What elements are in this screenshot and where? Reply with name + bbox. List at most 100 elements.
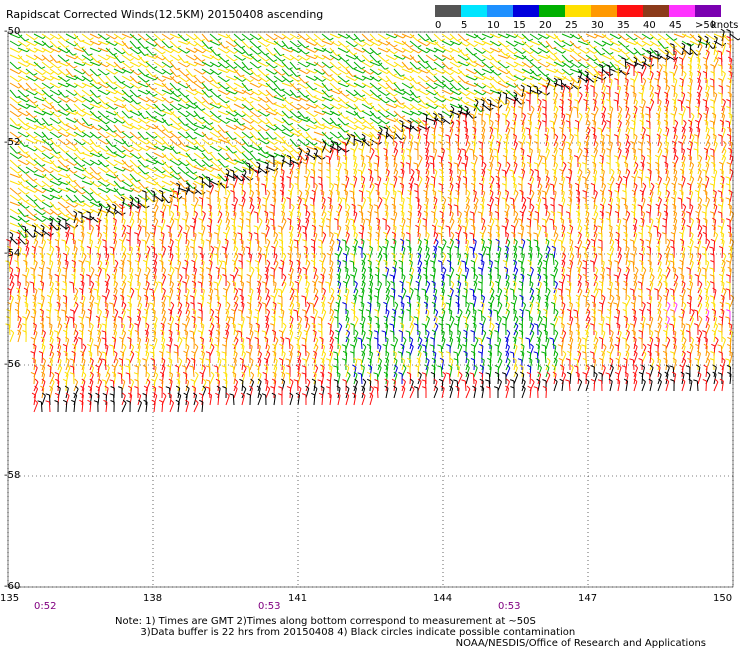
- wind-barb: [489, 75, 498, 84]
- wind-barb: [9, 110, 19, 118]
- wind-barb: [496, 128, 499, 140]
- wind-barb: [65, 96, 75, 103]
- wind-barb: [41, 40, 50, 48]
- wind-barb-flag: [474, 34, 479, 39]
- wind-barb: [73, 68, 83, 75]
- wind-barb: [257, 96, 267, 103]
- wind-barb: [177, 75, 187, 83]
- wind-barb-flag: [478, 141, 483, 144]
- wind-barb-flag: [574, 182, 580, 186]
- wind-barb: [25, 117, 36, 123]
- wind-barb-flag: [381, 134, 386, 137]
- wind-barb-flag: [345, 66, 350, 69]
- wind-barb-flag: [614, 190, 619, 193]
- wind-barb-flag: [697, 35, 702, 39]
- wind-barb: [233, 33, 242, 41]
- wind-barb-flag: [66, 78, 70, 83]
- wind-barb-flag: [201, 164, 206, 168]
- wind-barb-flag: [677, 99, 682, 102]
- wind-barb-flag: [615, 182, 620, 186]
- wind-barb: [233, 61, 242, 69]
- wind-barb: [57, 110, 68, 116]
- wind-barb: [49, 138, 58, 147]
- wind-barb-flag: [146, 127, 151, 131]
- wind-barb-flag: [121, 51, 126, 55]
- wind-barb-flag: [49, 59, 54, 63]
- wind-barb-flag: [138, 85, 142, 89]
- wind-barb: [473, 54, 483, 62]
- wind-barb: [624, 58, 627, 70]
- wind-barb: [617, 93, 619, 105]
- wind-barb-flag: [105, 36, 110, 41]
- wind-barb-flag: [450, 56, 455, 61]
- wind-barb: [217, 152, 226, 161]
- wind-barb-flag: [497, 72, 502, 76]
- wind-barb: [233, 173, 242, 182]
- wind-barb-flag: [586, 168, 591, 173]
- wind-barb-flag: [678, 84, 683, 88]
- wind-barb-flag: [81, 122, 86, 126]
- wind-barb: [625, 87, 628, 98]
- wind-barb: [409, 47, 419, 54]
- wind-barb-flag: [566, 203, 571, 207]
- wind-barb: [329, 40, 339, 47]
- wind-barb-flag: [621, 197, 626, 200]
- wind-barb: [137, 138, 147, 145]
- scale-swatch: [565, 5, 591, 17]
- wind-barb: [209, 54, 219, 61]
- wind-barb-flag: [701, 183, 706, 186]
- wind-barb: [585, 171, 591, 182]
- wind-barb-flag: [679, 63, 684, 67]
- wind-barb: [401, 54, 412, 60]
- wind-barb: [129, 96, 138, 105]
- wind-barb-flag: [434, 105, 439, 109]
- wind-speed-scale-labels: 0 5 10 15 20 25 30 35 40 45 >50 knots: [435, 20, 740, 32]
- wind-barb-flag: [249, 114, 254, 118]
- wind-barb: [121, 96, 131, 103]
- wind-barb: [145, 131, 155, 139]
- wind-barb: [481, 68, 492, 74]
- wind-barb-flag: [64, 123, 69, 126]
- wind-barb: [73, 187, 83, 195]
- wind-barb-flag: [297, 106, 302, 111]
- wind-barb-flag: [682, 105, 686, 109]
- wind-barb: [65, 159, 75, 166]
- wind-barb-flag: [606, 162, 611, 165]
- wind-barb-flag: [726, 162, 731, 165]
- wind-barb: [97, 96, 106, 105]
- wind-barb: [89, 54, 98, 63]
- wind-barb-flag: [405, 162, 410, 165]
- wind-barb-flag: [129, 135, 134, 139]
- wind-barb: [640, 177, 643, 189]
- wind-barb: [585, 33, 596, 39]
- wind-barb-flag: [185, 128, 190, 132]
- wind-barb-flag: [475, 196, 479, 201]
- wind-barb: [593, 73, 599, 84]
- wind-barb: [145, 61, 154, 69]
- wind-barb: [217, 75, 227, 83]
- wind-barb-flag: [177, 122, 182, 125]
- wind-barb-flag: [498, 133, 503, 138]
- wind-barb-flag: [594, 91, 598, 95]
- wind-barb-flag: [546, 78, 551, 82]
- wind-barb-flag: [422, 120, 427, 123]
- wind-barb-flag: [49, 65, 54, 69]
- wind-barb: [353, 47, 364, 53]
- wind-barb: [193, 40, 203, 48]
- wind-barb-flag: [144, 73, 150, 77]
- wind-barb-flag: [104, 102, 109, 105]
- wind-barb-flag: [608, 77, 613, 81]
- wind-barb: [257, 89, 267, 97]
- wind-barb: [217, 54, 226, 63]
- wind-barb-flag: [89, 93, 94, 97]
- wind-barb-flag: [602, 182, 606, 187]
- wind-barb-flag: [442, 57, 446, 62]
- wind-barb: [401, 33, 412, 39]
- wind-barb-flag: [554, 133, 559, 138]
- wind-barb-flag: [717, 204, 723, 207]
- scale-swatch: [669, 5, 695, 17]
- wind-barb: [89, 82, 99, 90]
- wind-barb: [433, 61, 443, 69]
- wind-barb-flag: [728, 63, 733, 67]
- wind-barb-flag: [718, 84, 723, 88]
